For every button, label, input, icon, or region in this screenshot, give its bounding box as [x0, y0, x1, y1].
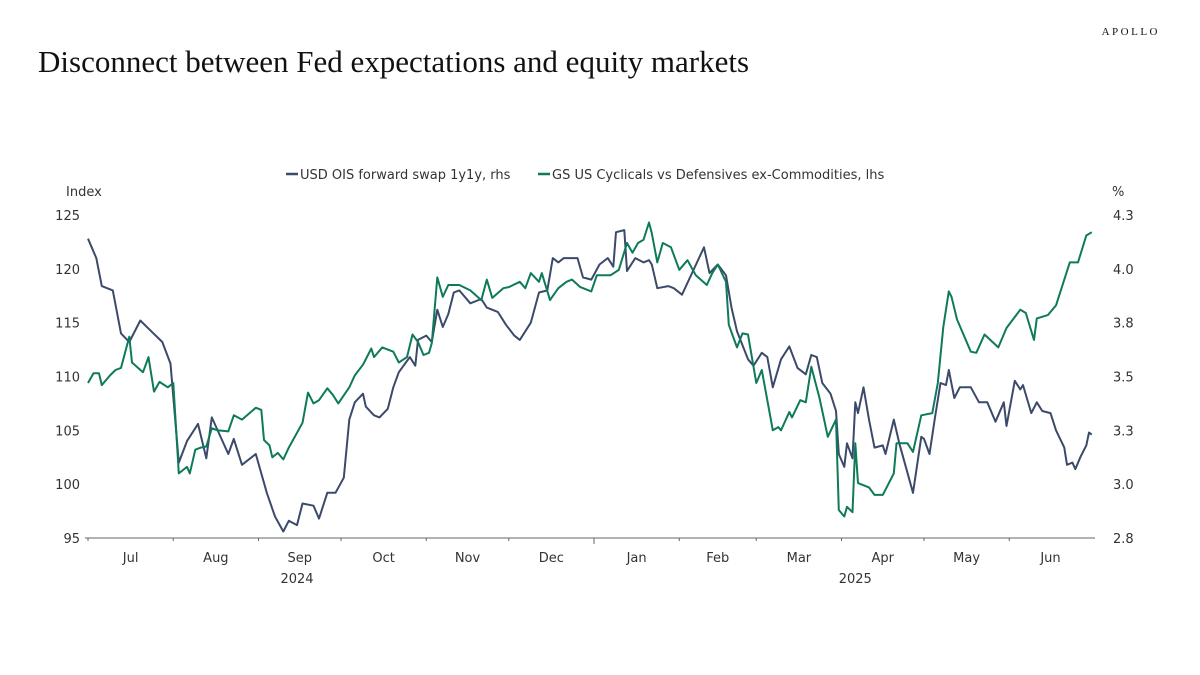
- month-label: Mar: [787, 551, 812, 566]
- legend-label-cyclicals: GS US Cyclicals vs Defensives ex-Commodi…: [552, 168, 884, 183]
- left-tick-label: 110: [55, 371, 80, 386]
- right-tick-label: 2.8: [1113, 532, 1134, 547]
- left-tick-label: 95: [63, 532, 80, 547]
- legend: USD OIS forward swap 1y1y, rhs GS US Cyc…: [286, 168, 884, 183]
- month-label: May: [953, 551, 980, 566]
- month-label: Jul: [122, 551, 139, 566]
- left-tick-label: 125: [55, 209, 80, 224]
- right-tick-label: 4.3: [1113, 209, 1134, 224]
- left-axis-label: Index: [66, 185, 102, 200]
- month-label: Feb: [706, 551, 729, 566]
- year-label: 2024: [280, 572, 313, 587]
- right-tick-label: 3.0: [1113, 478, 1134, 493]
- chart-title: Disconnect between Fed expectations and …: [38, 44, 750, 79]
- legend-label-ois: USD OIS forward swap 1y1y, rhs: [300, 168, 511, 183]
- apollo-logo: APOLLO: [1101, 26, 1160, 38]
- right-tick-label: 3.8: [1113, 317, 1134, 332]
- month-label: Jun: [1039, 551, 1060, 566]
- month-label: Sep: [287, 551, 312, 566]
- right-tick-label: 3.3: [1113, 424, 1134, 439]
- month-label: Jan: [626, 551, 647, 566]
- month-label: Apr: [872, 551, 895, 566]
- left-tick-label: 120: [55, 263, 80, 278]
- right-tick-label: 4.0: [1113, 263, 1134, 278]
- left-tick-label: 100: [55, 478, 80, 493]
- month-label: Nov: [455, 551, 481, 566]
- month-label: Dec: [539, 551, 564, 566]
- series-line-cyclicals: [87, 221, 1093, 518]
- left-tick-label: 115: [55, 317, 80, 332]
- right-axis-label: %: [1112, 185, 1124, 200]
- month-label: Aug: [203, 551, 228, 566]
- month-label: Oct: [372, 551, 394, 566]
- right-tick-label: 3.5: [1113, 371, 1134, 386]
- series-line-ois: [87, 229, 1093, 533]
- left-tick-label: 105: [55, 424, 80, 439]
- year-label: 2025: [839, 572, 872, 587]
